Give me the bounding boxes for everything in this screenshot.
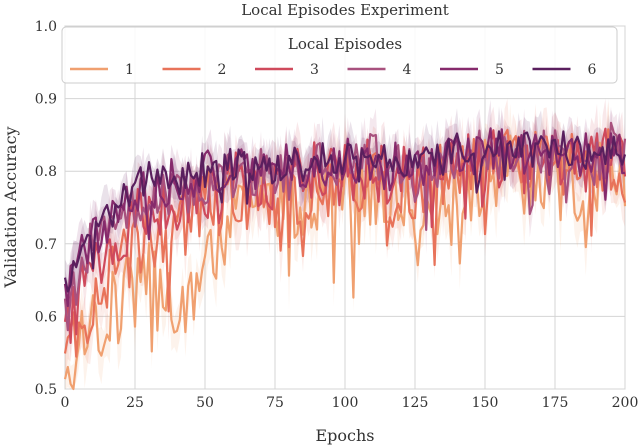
legend-label-3: 3 — [310, 62, 319, 78]
legend-label-4: 4 — [403, 62, 412, 78]
x-tick-label: 50 — [196, 395, 214, 411]
series-6-line — [63, 130, 627, 293]
x-tick-label: 100 — [332, 395, 359, 411]
series-lines — [63, 121, 627, 391]
x-tick-labels: 0 25 50 75 100 125 150 175 200 — [61, 395, 639, 411]
x-tick-label: 75 — [266, 395, 284, 411]
y-tick-label: 1.0 — [35, 19, 57, 35]
legend-label-2: 2 — [218, 62, 227, 78]
legend-title: Local Episodes — [288, 35, 402, 53]
legend-box — [61, 26, 618, 84]
legend-label-1: 1 — [125, 62, 134, 78]
x-tick-label: 150 — [472, 395, 499, 411]
x-tick-label: 25 — [126, 395, 144, 411]
legend: Local Episodes 1 2 3 4 5 6 — [61, 26, 618, 84]
legend-items: 1 2 3 4 5 6 — [70, 62, 597, 78]
x-axis-label: Epochs — [315, 426, 374, 445]
x-tick-label: 125 — [402, 395, 429, 411]
y-tick-labels: 0.5 0.6 0.7 0.8 0.9 1.0 — [35, 19, 57, 398]
legend-label-6: 6 — [588, 62, 597, 78]
y-axis-label: Validation Accuracy — [1, 126, 20, 288]
series-4-band — [65, 108, 625, 355]
legend-label-5: 5 — [495, 62, 504, 78]
y-tick-label: 0.6 — [35, 309, 57, 325]
y-tick-label: 0.7 — [35, 237, 57, 253]
chart-title: Local Episodes Experiment — [241, 1, 449, 19]
x-tick-label: 200 — [612, 395, 639, 411]
x-tick-label: 175 — [542, 395, 569, 411]
y-tick-label: 0.8 — [35, 164, 57, 180]
y-tick-label: 0.5 — [35, 382, 57, 398]
y-tick-label: 0.9 — [35, 92, 57, 108]
x-tick-label: 0 — [61, 395, 70, 411]
